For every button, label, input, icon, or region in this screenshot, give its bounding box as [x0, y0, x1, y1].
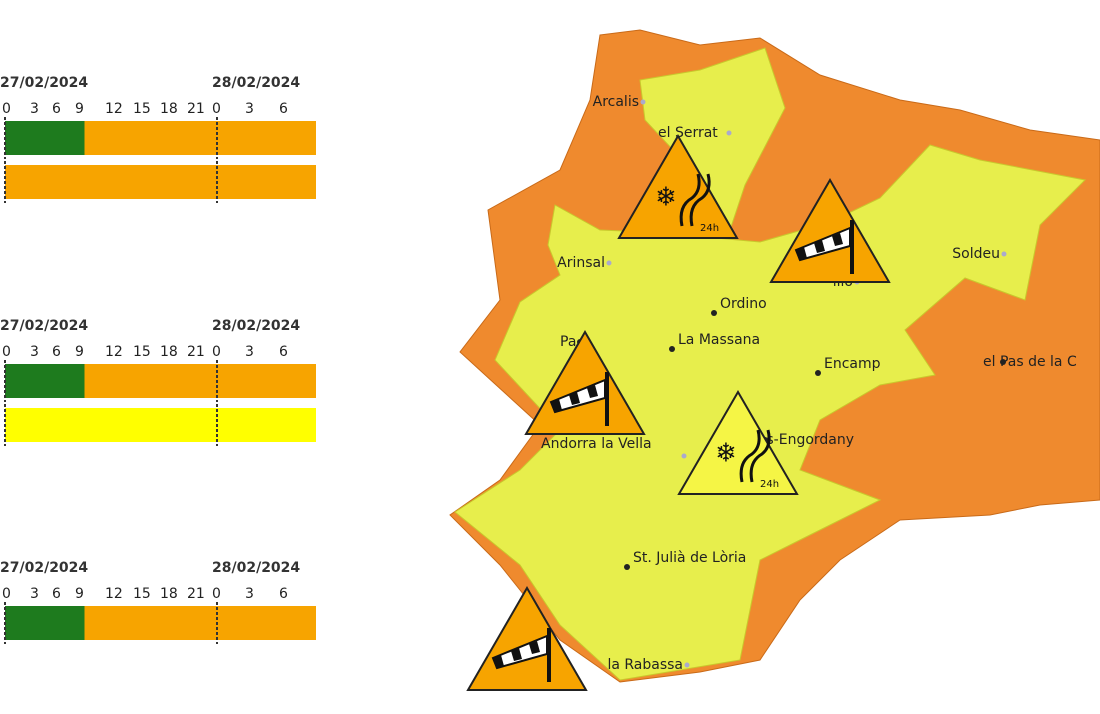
snowflake: ❄ [655, 183, 677, 213]
place-dot [681, 453, 687, 459]
road-curve [679, 173, 711, 227]
place-label: Andorra la Vella [541, 436, 652, 452]
place-label: St. Julià de Lòria [633, 550, 746, 566]
hour-label: 15 [133, 586, 151, 602]
place-label: ldes-Engordany [745, 432, 854, 448]
hour-label: 15 [133, 101, 151, 117]
warning-icon: ❄ 24h [677, 390, 799, 495]
bar-segment [5, 606, 85, 640]
bar-segment [84, 364, 316, 398]
hour-label: 21 [187, 344, 205, 360]
warnings: ❄ 24h ❄ 24h [466, 134, 891, 691]
date-label: 27/02/2024 [0, 75, 88, 91]
warning-icon [769, 178, 891, 283]
hour-label: 3 [30, 344, 39, 360]
hour-label: 21 [187, 586, 205, 602]
place-dot [726, 130, 732, 136]
windsock-stripe [796, 247, 807, 260]
hour-label: 3 [245, 344, 254, 360]
place-dot [1000, 359, 1006, 365]
hour-label: 12 [105, 586, 123, 602]
hour-label: 6 [279, 586, 288, 602]
warning-icon: ❄ 24h [617, 134, 739, 239]
hour-label: 18 [160, 101, 178, 117]
hour-label: 6 [279, 344, 288, 360]
hour-label: 0 [212, 101, 221, 117]
hour-label: 0 [2, 101, 11, 117]
date-label: 28/02/2024 [212, 560, 300, 576]
bar-segment [5, 408, 316, 442]
place-label: el Pas de la C [983, 354, 1077, 370]
date-label: 28/02/2024 [212, 75, 300, 91]
place-label: la Rabassa [607, 657, 683, 673]
hour-label: 0 [2, 344, 11, 360]
hour-label: 21 [187, 101, 205, 117]
duration-label: 24h [700, 223, 719, 234]
hour-label: 18 [160, 586, 178, 602]
hour-label: 3 [245, 586, 254, 602]
windsock-stripe [587, 385, 598, 398]
hour-label: 0 [212, 344, 221, 360]
place-dot [640, 99, 646, 105]
place-label: Pa [560, 334, 576, 350]
map [449, 29, 1100, 683]
yellow-region [454, 144, 1087, 681]
place-dot [711, 310, 717, 316]
place-dot [815, 370, 821, 376]
windsock-stripe [569, 392, 580, 405]
date-label: 27/02/2024 [0, 560, 88, 576]
hour-label: 6 [279, 101, 288, 117]
place-label: La Massana [678, 332, 760, 348]
place-label: Arcalis [593, 94, 639, 110]
hour-label: 12 [105, 101, 123, 117]
date-label: 28/02/2024 [212, 318, 300, 334]
windsock-stripe [511, 648, 522, 661]
hour-label: 9 [75, 344, 84, 360]
bar-segment [5, 121, 85, 155]
duration-label: 24h [760, 479, 779, 490]
hour-label: 3 [30, 586, 39, 602]
warning-icon [524, 330, 646, 435]
place-label: Arinsal [557, 255, 605, 271]
hour-label: 6 [52, 344, 61, 360]
hour-label: 12 [105, 344, 123, 360]
windsock-stripe [814, 240, 825, 253]
bar-segment [5, 364, 85, 398]
windsock-stripe [832, 233, 843, 246]
place-dot [684, 662, 690, 668]
place-dot [669, 346, 675, 352]
place-label: Ordino [720, 296, 767, 312]
windsock-stripe [493, 655, 504, 668]
bar-segment [5, 165, 316, 199]
hour-label: 0 [212, 586, 221, 602]
hour-label: 18 [160, 344, 178, 360]
place-dot [624, 564, 630, 570]
place-dot [606, 260, 612, 266]
hour-label: 9 [75, 586, 84, 602]
hour-label: 6 [52, 586, 61, 602]
yellow-region [639, 47, 786, 232]
place-label: Soldeu [952, 246, 1000, 262]
warning-icon [466, 586, 588, 691]
hour-label: 9 [75, 101, 84, 117]
bar-segment [84, 121, 316, 155]
place-dot [1001, 251, 1007, 257]
hour-label: 3 [245, 101, 254, 117]
bar-segment [84, 606, 316, 640]
windsock-stripe [529, 641, 540, 654]
hour-label: 3 [30, 101, 39, 117]
windsock-stripe [551, 399, 562, 412]
hour-label: 0 [2, 586, 11, 602]
place-label: el Serrat [658, 125, 718, 141]
place-label: Encamp [824, 356, 881, 372]
hour-label: 6 [52, 101, 61, 117]
date-label: 27/02/2024 [0, 318, 88, 334]
snowflake: ❄ [715, 439, 737, 469]
hour-label: 15 [133, 344, 151, 360]
road-curve [739, 429, 771, 483]
